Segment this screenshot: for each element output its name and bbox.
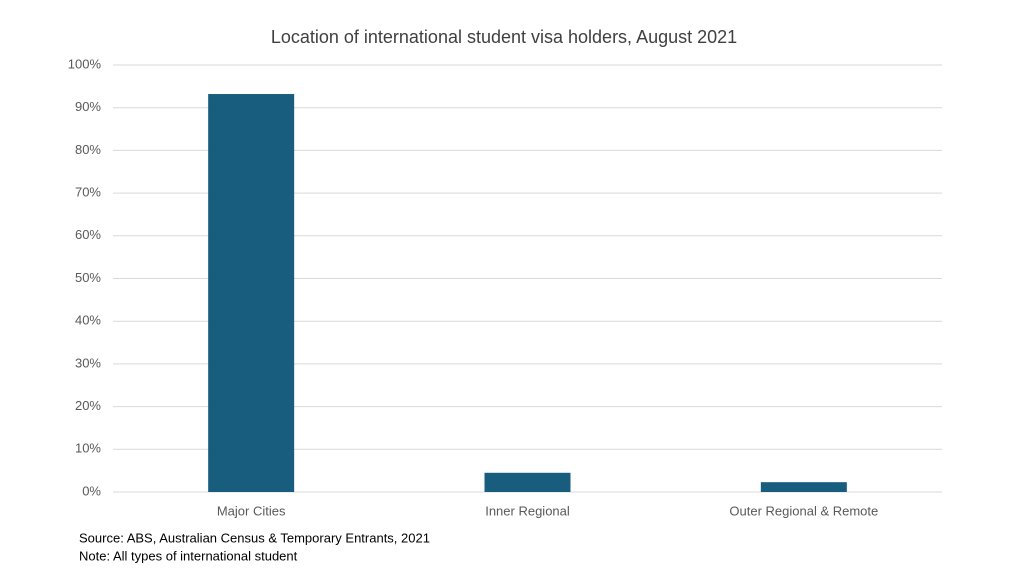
chart-title: Location of international student visa h… [271, 27, 737, 47]
source-note: Source: ABS, Australian Census & Tempora… [79, 530, 430, 545]
y-tick-label: 10% [75, 441, 101, 456]
y-tick-label: 80% [75, 142, 101, 157]
y-tick-label: 20% [75, 398, 101, 413]
y-tick-label: 70% [75, 185, 101, 200]
y-tick-label: 60% [75, 227, 101, 242]
y-tick-label: 50% [75, 270, 101, 285]
y-tick-label: 0% [82, 483, 101, 498]
x-tick-label: Major Cities [217, 503, 286, 518]
bar [760, 482, 847, 492]
y-tick-label: 100% [68, 56, 102, 71]
y-tick-label: 40% [75, 313, 101, 328]
note: Note: All types of international student [79, 548, 298, 563]
y-tick-label: 90% [75, 99, 101, 114]
bar [484, 472, 571, 492]
y-tick-label: 30% [75, 355, 101, 370]
x-tick-label: Inner Regional [485, 503, 570, 518]
x-tick-label: Outer Regional & Remote [729, 503, 878, 518]
bar [208, 94, 295, 492]
